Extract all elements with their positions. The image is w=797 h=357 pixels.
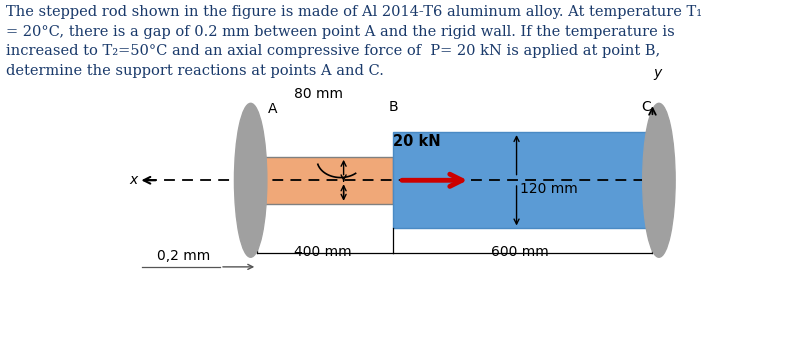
Text: B: B [389, 100, 398, 114]
Text: 0,2 mm: 0,2 mm [157, 249, 210, 263]
Text: 20 kN: 20 kN [393, 134, 441, 149]
Text: x: x [129, 173, 138, 187]
Text: y: y [654, 66, 662, 80]
Ellipse shape [234, 103, 267, 257]
Text: 400 mm: 400 mm [294, 245, 352, 259]
Bar [257, 157, 393, 203]
Text: 80 mm: 80 mm [294, 86, 344, 101]
Text: A: A [268, 102, 277, 116]
Text: C: C [642, 100, 651, 114]
Bar [393, 132, 653, 228]
Text: 600 mm: 600 mm [491, 245, 548, 259]
Text: The stepped rod shown in the figure is made of Al 2014-T6 aluminum alloy. At tem: The stepped rod shown in the figure is m… [6, 5, 702, 78]
Ellipse shape [642, 103, 675, 257]
Text: 120 mm: 120 mm [520, 181, 577, 196]
